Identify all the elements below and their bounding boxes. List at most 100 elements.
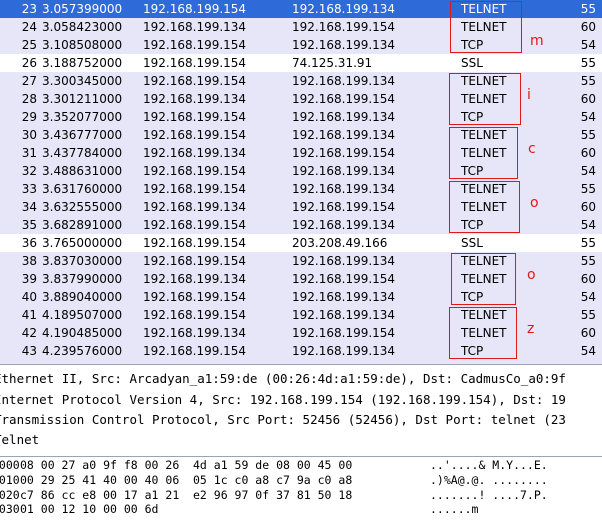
annotation-letter: c — [528, 141, 536, 157]
packet-row[interactable]: 43 4.239576000 192.168.199.154 192.168.199.… — [0, 342, 602, 360]
packet-row[interactable]: 24 3.058423000 192.168.199.134 192.168.199.… — [0, 18, 602, 36]
packet-row[interactable]: 28 3.301211000 192.168.199.134 192.168.199.… — [0, 90, 602, 108]
hex-ascii: ..'....& M.Y...E. — [430, 458, 548, 472]
packet-source: 192.168.199.154 — [143, 74, 247, 88]
packet-row[interactable]: 25 3.108508000 192.168.199.154 192.168.199.… — [0, 36, 602, 54]
packet-protocol: TELNET — [461, 254, 507, 268]
packet-destination: 192.168.199.134 — [292, 290, 396, 304]
packet-destination: 192.168.199.154 — [292, 326, 396, 340]
packet-protocol: TCP — [461, 218, 484, 232]
detail-tree-item[interactable]: Telnet — [0, 432, 40, 447]
packet-number: 35 — [21, 218, 37, 232]
packet-row[interactable]: 31 3.437784000 192.168.199.134 192.168.199.… — [0, 144, 602, 162]
annotation-box — [449, 181, 520, 233]
packet-time: 3.488631000 — [42, 164, 123, 178]
packet-row[interactable]: 29 3.352077000 192.168.199.154 192.168.199.… — [0, 108, 602, 126]
packet-number: 25 — [21, 38, 37, 52]
packet-row[interactable]: 41 4.189507000 192.168.199.154 192.168.199.… — [0, 306, 602, 324]
packet-protocol: TELNET — [461, 182, 507, 196]
hex-ascii: .)%A@.@. ........ — [430, 473, 548, 487]
packet-source: 192.168.199.154 — [143, 236, 247, 250]
packet-number: 39 — [21, 272, 37, 286]
packet-destination: 192.168.199.134 — [292, 308, 396, 322]
packet-row[interactable]: 40 3.889040000 192.168.199.154 192.168.199.… — [0, 288, 602, 306]
packet-length: 54 — [580, 38, 596, 52]
packet-source: 192.168.199.134 — [143, 200, 247, 214]
packet-length: 55 — [580, 56, 596, 70]
packet-row[interactable]: 30 3.436777000 192.168.199.154 192.168.199.… — [0, 126, 602, 144]
packet-time: 3.765000000 — [42, 236, 123, 250]
packet-number: 36 — [21, 236, 37, 250]
packet-protocol: TCP — [461, 290, 484, 304]
packet-number: 24 — [21, 20, 37, 34]
packet-time: 3.437784000 — [42, 146, 123, 160]
packet-source: 192.168.199.154 — [143, 344, 247, 358]
hex-bytes: e2 96 97 0f 37 81 50 18 — [193, 488, 353, 502]
packet-row[interactable]: 27 3.300345000 192.168.199.154 192.168.199.… — [0, 72, 602, 90]
packet-source: 192.168.199.154 — [143, 2, 247, 16]
detail-tree-item[interactable]: Internet Protocol Version 4, Src: 192.16… — [0, 392, 566, 407]
packet-row[interactable]: 42 4.190485000 192.168.199.134 192.168.199.… — [0, 324, 602, 342]
packet-destination: 192.168.199.134 — [292, 38, 396, 52]
packet-row[interactable]: 34 3.632555000 192.168.199.134 192.168.199.… — [0, 198, 602, 216]
packet-destination: 74.125.31.91 — [292, 56, 373, 70]
packet-length: 60 — [580, 146, 596, 160]
packet-number: 42 — [21, 326, 37, 340]
hex-bytes: 00 29 25 41 40 00 40 06 — [20, 473, 180, 487]
packet-source: 192.168.199.154 — [143, 164, 247, 178]
packet-source: 192.168.199.154 — [143, 182, 247, 196]
packet-protocol: SSL — [461, 236, 483, 250]
annotation-box — [449, 307, 517, 359]
packet-destination: 192.168.199.134 — [292, 182, 396, 196]
packet-source: 192.168.199.134 — [143, 92, 247, 106]
packet-time: 4.190485000 — [42, 326, 123, 340]
packet-destination: 192.168.199.154 — [292, 146, 396, 160]
packet-protocol: TCP — [461, 344, 484, 358]
packet-row[interactable]: 26 3.188752000 192.168.199.154 74.125.31.91… — [0, 54, 602, 72]
packet-length: 60 — [580, 20, 596, 34]
hex-bytes: 05 1c c0 a8 c7 9a c0 a8 — [193, 473, 353, 487]
hex-bytes: 4d a1 59 de 08 00 45 00 — [193, 458, 353, 472]
packet-length: 54 — [580, 290, 596, 304]
packet-list[interactable]: 23 3.057399000 192.168.199.154 192.168.199.… — [0, 0, 602, 364]
packet-destination: 192.168.199.134 — [292, 128, 396, 142]
packet-number: 41 — [21, 308, 37, 322]
packet-row[interactable]: 38 3.837030000 192.168.199.154 192.168.199.… — [0, 252, 602, 270]
packet-number: 34 — [21, 200, 37, 214]
packet-row[interactable]: 36 3.765000000 192.168.199.154 203.208.49.1… — [0, 234, 602, 252]
packet-length: 54 — [580, 218, 596, 232]
packet-bytes-pane[interactable]: 000008 00 27 a0 9f f8 00 26 4d a1 59 de 0… — [0, 456, 602, 528]
detail-tree-item[interactable]: Ethernet II, Src: Arcadyan_a1:59:de (00:… — [0, 371, 566, 386]
packet-destination: 192.168.199.154 — [292, 92, 396, 106]
packet-destination: 192.168.199.154 — [292, 20, 396, 34]
annotation-box — [449, 73, 521, 125]
packet-row[interactable]: 33 3.631760000 192.168.199.154 192.168.199.… — [0, 180, 602, 198]
packet-destination: 203.208.49.166 — [292, 236, 388, 250]
packet-time: 3.436777000 — [42, 128, 123, 142]
packet-length: 55 — [580, 2, 596, 16]
packet-length: 55 — [580, 236, 596, 250]
packet-row[interactable]: 32 3.488631000 192.168.199.154 192.168.199.… — [0, 162, 602, 180]
packet-length: 54 — [580, 110, 596, 124]
annotation-box — [451, 253, 516, 305]
packet-source: 192.168.199.154 — [143, 110, 247, 124]
packet-destination: 192.168.199.154 — [292, 200, 396, 214]
packet-protocol: TELNET — [461, 20, 507, 34]
packet-source: 192.168.199.154 — [143, 38, 247, 52]
packet-row[interactable]: 35 3.682891000 192.168.199.154 192.168.199.… — [0, 216, 602, 234]
packet-source: 192.168.199.134 — [143, 146, 247, 160]
detail-tree-item[interactable]: Transmission Control Protocol, Src Port:… — [0, 412, 566, 427]
packet-protocol: TELNET — [461, 128, 507, 142]
packet-source: 192.168.199.154 — [143, 290, 247, 304]
packet-source: 192.168.199.154 — [143, 218, 247, 232]
packet-row[interactable]: 23 3.057399000 192.168.199.154 192.168.199.… — [0, 0, 602, 18]
packet-details-pane[interactable]: Ethernet II, Src: Arcadyan_a1:59:de (00:… — [0, 364, 602, 457]
packet-row[interactable]: 39 3.837990000 192.168.199.134 192.168.199.… — [0, 270, 602, 288]
packet-length: 55 — [580, 74, 596, 88]
packet-length: 54 — [580, 164, 596, 178]
packet-time: 3.837030000 — [42, 254, 123, 268]
packet-number: 31 — [21, 146, 37, 160]
packet-protocol: TELNET — [461, 74, 507, 88]
packet-source: 192.168.199.134 — [143, 20, 247, 34]
